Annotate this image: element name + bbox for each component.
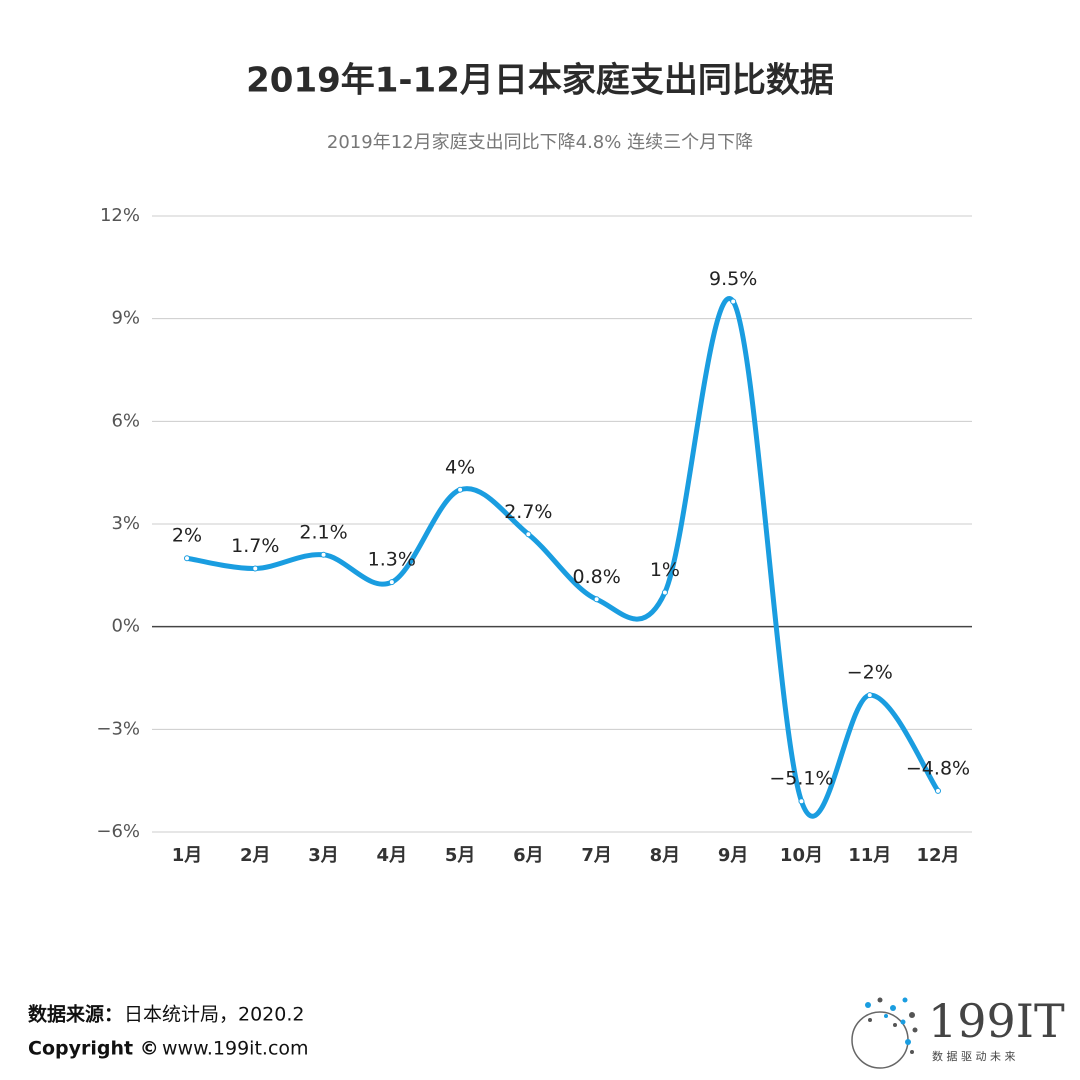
url: www.199it.com <box>162 1038 309 1060</box>
value-label: −5.1% <box>769 768 833 790</box>
y-tick-label: 3% <box>111 513 140 534</box>
value-label: 2% <box>172 525 202 547</box>
value-label: 1.7% <box>231 535 279 557</box>
point <box>730 298 737 305</box>
chart-title: 2019年1-12月日本家庭支出同比数据 <box>246 61 834 101</box>
point <box>866 692 873 699</box>
chart-subtitle: 2019年12月家庭支出同比下降4.8% 连续三个月下降 <box>327 132 753 153</box>
value-label: −4.8% <box>906 757 970 779</box>
y-tick-label: 9% <box>111 308 140 329</box>
point <box>184 555 190 562</box>
x-tick-label: 12月 <box>916 845 959 866</box>
y-tick-label: −6% <box>96 821 140 842</box>
logo-text: 199IT <box>928 994 1065 1048</box>
point <box>661 589 668 596</box>
value-label: 4% <box>445 456 475 478</box>
logo-icon <box>851 997 918 1069</box>
slogan: 数 据 驱 动 未 来 <box>932 1049 1015 1063</box>
value-label: 2.1% <box>299 521 347 543</box>
x-tick-label: 3月 <box>308 845 339 866</box>
point <box>252 565 259 572</box>
point <box>457 486 464 493</box>
x-tick-label: 1月 <box>172 845 203 866</box>
x-tick-label: 10月 <box>780 845 823 866</box>
x-tick-label: 9月 <box>718 845 749 866</box>
copyright: Copyright © <box>28 1038 159 1060</box>
x-tick-label: 5月 <box>445 845 476 866</box>
point <box>593 596 600 603</box>
source: 日本统计局，2020.2 <box>124 1004 304 1026</box>
point <box>388 579 395 586</box>
value-label: 0.8% <box>572 566 620 588</box>
y-tick-label: 12% <box>100 205 140 226</box>
value-label: 2.7% <box>504 501 552 523</box>
value-label: 9.5% <box>709 268 757 290</box>
value-label: 1.3% <box>368 549 416 571</box>
line <box>184 296 941 819</box>
y-tick-label: 0% <box>111 616 140 637</box>
value-label: −2% <box>847 662 893 684</box>
x-tick-label: 4月 <box>377 845 408 866</box>
value-label: 1% <box>650 559 680 581</box>
point <box>798 798 805 805</box>
y-tick-label: 6% <box>111 410 140 431</box>
point <box>525 531 532 538</box>
x-tick-label: 7月 <box>581 845 612 866</box>
x-tick-label: 2月 <box>240 845 271 866</box>
point <box>320 551 327 558</box>
y-tick-label: −3% <box>96 718 140 739</box>
footer: 数据来源： 日本统计局，2020.2 Copyright © www.199it… <box>28 994 1065 1069</box>
x-tick-label: 6月 <box>513 845 544 866</box>
x-tick-label: 11月 <box>848 845 891 866</box>
source-label: 数据来源： <box>28 1003 123 1026</box>
point <box>935 787 941 794</box>
x-tick-label: 8月 <box>650 845 681 866</box>
